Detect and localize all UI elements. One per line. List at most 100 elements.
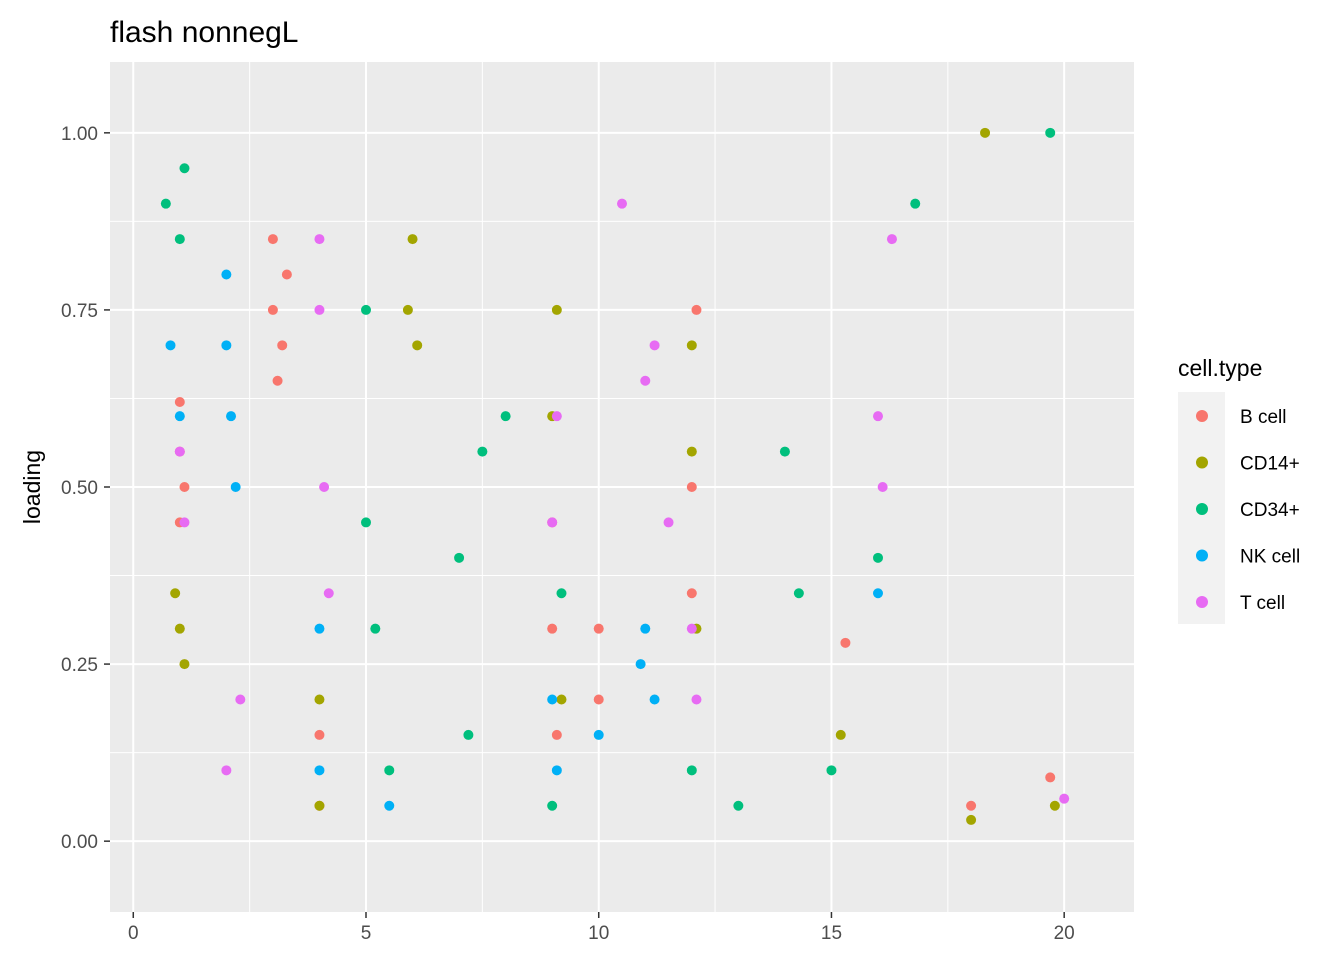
data-point-cd14 bbox=[314, 800, 325, 811]
data-point-cd14 bbox=[170, 588, 181, 599]
data-point-cd14 bbox=[402, 304, 413, 315]
data-point-nk-cell bbox=[314, 765, 325, 776]
data-point-b-cell bbox=[267, 304, 278, 315]
data-point-t-cell bbox=[221, 765, 232, 776]
y-tick-label: 0.25 bbox=[61, 655, 98, 676]
data-point-cd34 bbox=[384, 765, 395, 776]
data-point-cd34 bbox=[361, 517, 371, 528]
data-point-nk-cell bbox=[551, 765, 562, 776]
data-point-cd34 bbox=[463, 729, 474, 740]
data-point-b-cell bbox=[840, 637, 851, 648]
data-point-nk-cell bbox=[640, 623, 651, 634]
data-point-nk-cell bbox=[221, 269, 232, 280]
data-point-cd14 bbox=[314, 694, 325, 705]
data-point-b-cell bbox=[272, 375, 283, 386]
data-point-nk-cell bbox=[873, 588, 883, 599]
y-axis-label: loading bbox=[19, 450, 45, 524]
data-point-b-cell bbox=[691, 304, 702, 315]
data-point-cd34 bbox=[174, 234, 185, 245]
data-point-t-cell bbox=[691, 694, 702, 705]
y-tick-label: 0.50 bbox=[61, 478, 98, 499]
x-tick-label: 5 bbox=[361, 923, 372, 944]
x-tick-label: 0 bbox=[128, 923, 139, 944]
data-point-nk-cell bbox=[221, 340, 232, 351]
data-point-cd34 bbox=[826, 765, 837, 776]
legend-key bbox=[1196, 410, 1208, 422]
data-point-nk-cell bbox=[635, 659, 646, 670]
data-point-cd14 bbox=[980, 127, 991, 138]
data-point-nk-cell bbox=[226, 411, 237, 422]
data-point-t-cell bbox=[886, 234, 897, 245]
data-point-t-cell bbox=[174, 446, 185, 457]
data-points bbox=[160, 127, 1070, 825]
y-tick-label: 1.00 bbox=[61, 124, 98, 145]
major-gridlines bbox=[110, 62, 1134, 912]
data-point-t-cell bbox=[640, 375, 651, 386]
data-point-cd34 bbox=[179, 163, 190, 174]
data-point-t-cell bbox=[319, 482, 330, 492]
data-point-t-cell bbox=[314, 304, 325, 315]
data-point-cd34 bbox=[779, 446, 790, 457]
data-point-nk-cell bbox=[230, 482, 241, 492]
data-point-cd34 bbox=[910, 198, 921, 209]
data-point-cd14 bbox=[407, 234, 418, 245]
data-point-nk-cell bbox=[593, 729, 604, 740]
data-point-b-cell bbox=[174, 397, 185, 407]
data-point-t-cell bbox=[547, 517, 558, 528]
data-point-cd34 bbox=[160, 198, 171, 209]
data-point-cd34 bbox=[477, 446, 488, 457]
data-point-cd34 bbox=[733, 800, 744, 811]
legend-label: B cell bbox=[1240, 407, 1286, 428]
legend-label: NK cell bbox=[1240, 547, 1300, 568]
data-point-t-cell bbox=[649, 340, 660, 351]
axes: 0 5 10 15 20 0.00 0.25 0.50 0.75 1.00 bbox=[61, 124, 1075, 944]
data-point-b-cell bbox=[966, 800, 977, 811]
data-point-t-cell bbox=[551, 411, 562, 422]
data-point-cd14 bbox=[686, 446, 697, 457]
data-point-cd34 bbox=[361, 304, 371, 315]
data-point-t-cell bbox=[323, 588, 334, 599]
data-point-t-cell bbox=[663, 517, 674, 528]
data-point-nk-cell bbox=[165, 340, 176, 351]
data-point-cd34 bbox=[686, 765, 697, 776]
legend-label: CD34+ bbox=[1240, 500, 1300, 521]
data-point-cd14 bbox=[179, 659, 190, 670]
data-point-cd34 bbox=[873, 552, 883, 563]
x-tick-label: 15 bbox=[821, 923, 842, 944]
data-point-cd14 bbox=[966, 814, 977, 825]
data-point-cd34 bbox=[454, 552, 465, 563]
data-point-cd34 bbox=[1045, 127, 1056, 138]
legend-key bbox=[1196, 549, 1208, 562]
legend-label: CD14+ bbox=[1240, 454, 1300, 475]
legend-key bbox=[1196, 503, 1208, 515]
data-point-b-cell bbox=[281, 269, 292, 280]
data-point-nk-cell bbox=[649, 694, 660, 705]
data-point-t-cell bbox=[314, 234, 325, 245]
data-point-cd34 bbox=[556, 588, 567, 599]
data-point-b-cell bbox=[686, 588, 697, 599]
data-point-b-cell bbox=[277, 340, 288, 351]
data-point-cd14 bbox=[174, 623, 185, 634]
data-point-t-cell bbox=[877, 482, 888, 492]
data-point-b-cell bbox=[179, 482, 190, 492]
data-point-nk-cell bbox=[174, 411, 185, 422]
legend-label: T cell bbox=[1240, 593, 1285, 614]
data-point-t-cell bbox=[235, 694, 246, 705]
data-point-t-cell bbox=[873, 411, 883, 422]
data-point-cd14 bbox=[686, 340, 697, 351]
data-point-b-cell bbox=[686, 482, 697, 492]
data-point-nk-cell bbox=[547, 694, 558, 705]
data-point-b-cell bbox=[267, 234, 278, 245]
legend-title: cell.type bbox=[1178, 355, 1262, 381]
data-point-nk-cell bbox=[314, 623, 325, 634]
data-point-t-cell bbox=[179, 517, 190, 528]
data-point-b-cell bbox=[1045, 772, 1056, 783]
data-point-b-cell bbox=[593, 694, 604, 705]
data-point-b-cell bbox=[593, 623, 604, 634]
data-point-t-cell bbox=[686, 623, 697, 634]
data-point-b-cell bbox=[547, 623, 558, 634]
data-point-cd14 bbox=[551, 304, 562, 315]
data-point-cd14 bbox=[835, 729, 846, 740]
y-tick-label: 0.75 bbox=[61, 301, 98, 322]
